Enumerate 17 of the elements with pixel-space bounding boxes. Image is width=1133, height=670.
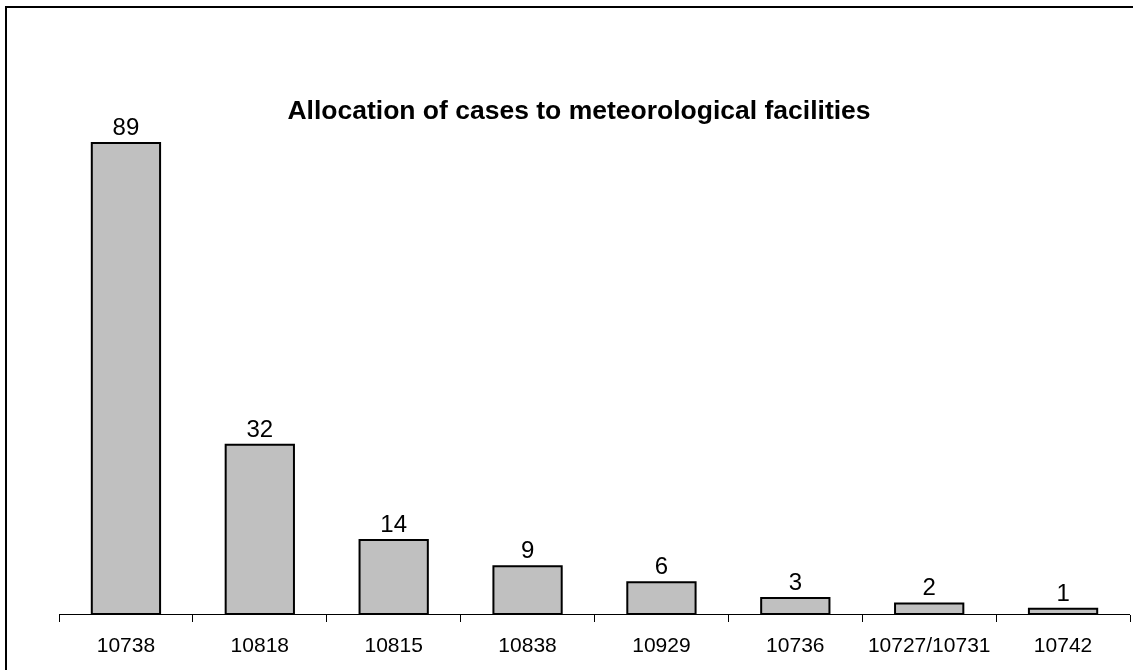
x-tick-label: 10838 xyxy=(498,633,557,657)
chart-title: Allocation of cases to meteorological facilities xyxy=(287,95,871,126)
x-tick-label: 10815 xyxy=(364,633,423,657)
x-tick-label: 10736 xyxy=(766,633,825,657)
x-tick-label: 10727/10731 xyxy=(867,633,991,657)
data-label: 6 xyxy=(654,552,669,580)
data-label: 32 xyxy=(246,414,274,442)
x-tick-label: 10929 xyxy=(632,633,691,657)
x-tick-label: 10742 xyxy=(1033,633,1093,657)
x-tick-label: 10818 xyxy=(230,633,290,657)
data-label: 1 xyxy=(1056,578,1070,606)
data-label: 9 xyxy=(520,536,535,564)
data-label: 89 xyxy=(112,113,140,140)
x-tick-label: 10738 xyxy=(96,633,156,657)
data-label: 14 xyxy=(380,509,408,537)
data-label: 2 xyxy=(922,573,936,601)
data-label: 3 xyxy=(788,568,802,596)
